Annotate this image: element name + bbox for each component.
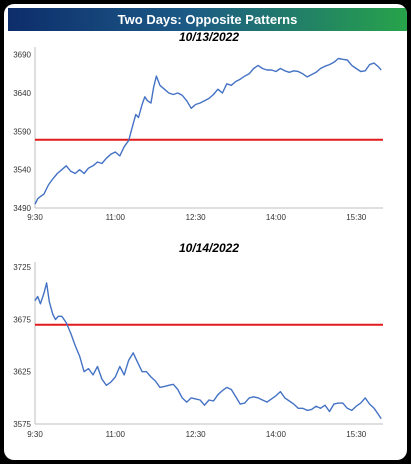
y-tick-label: 3540 <box>13 166 31 175</box>
main-title: Two Days: Opposite Patterns <box>117 12 298 27</box>
y-tick-label: 3640 <box>13 89 31 98</box>
title-banner: Two Days: Opposite Patterns <box>8 8 407 31</box>
y-tick-label: 3490 <box>13 204 31 213</box>
series-line <box>34 57 382 205</box>
x-tick-label: 14:00 <box>266 213 287 222</box>
x-tick-label: 15:30 <box>346 213 367 222</box>
y-tick-label: 3690 <box>13 51 31 60</box>
x-tick-label: 12:30 <box>186 213 207 222</box>
x-tick-label: 9:30 <box>27 213 43 222</box>
x-tick-label: 11:00 <box>106 213 126 222</box>
chart-title: 10/13/2022 <box>179 30 239 44</box>
y-tick-label: 3590 <box>13 127 31 136</box>
